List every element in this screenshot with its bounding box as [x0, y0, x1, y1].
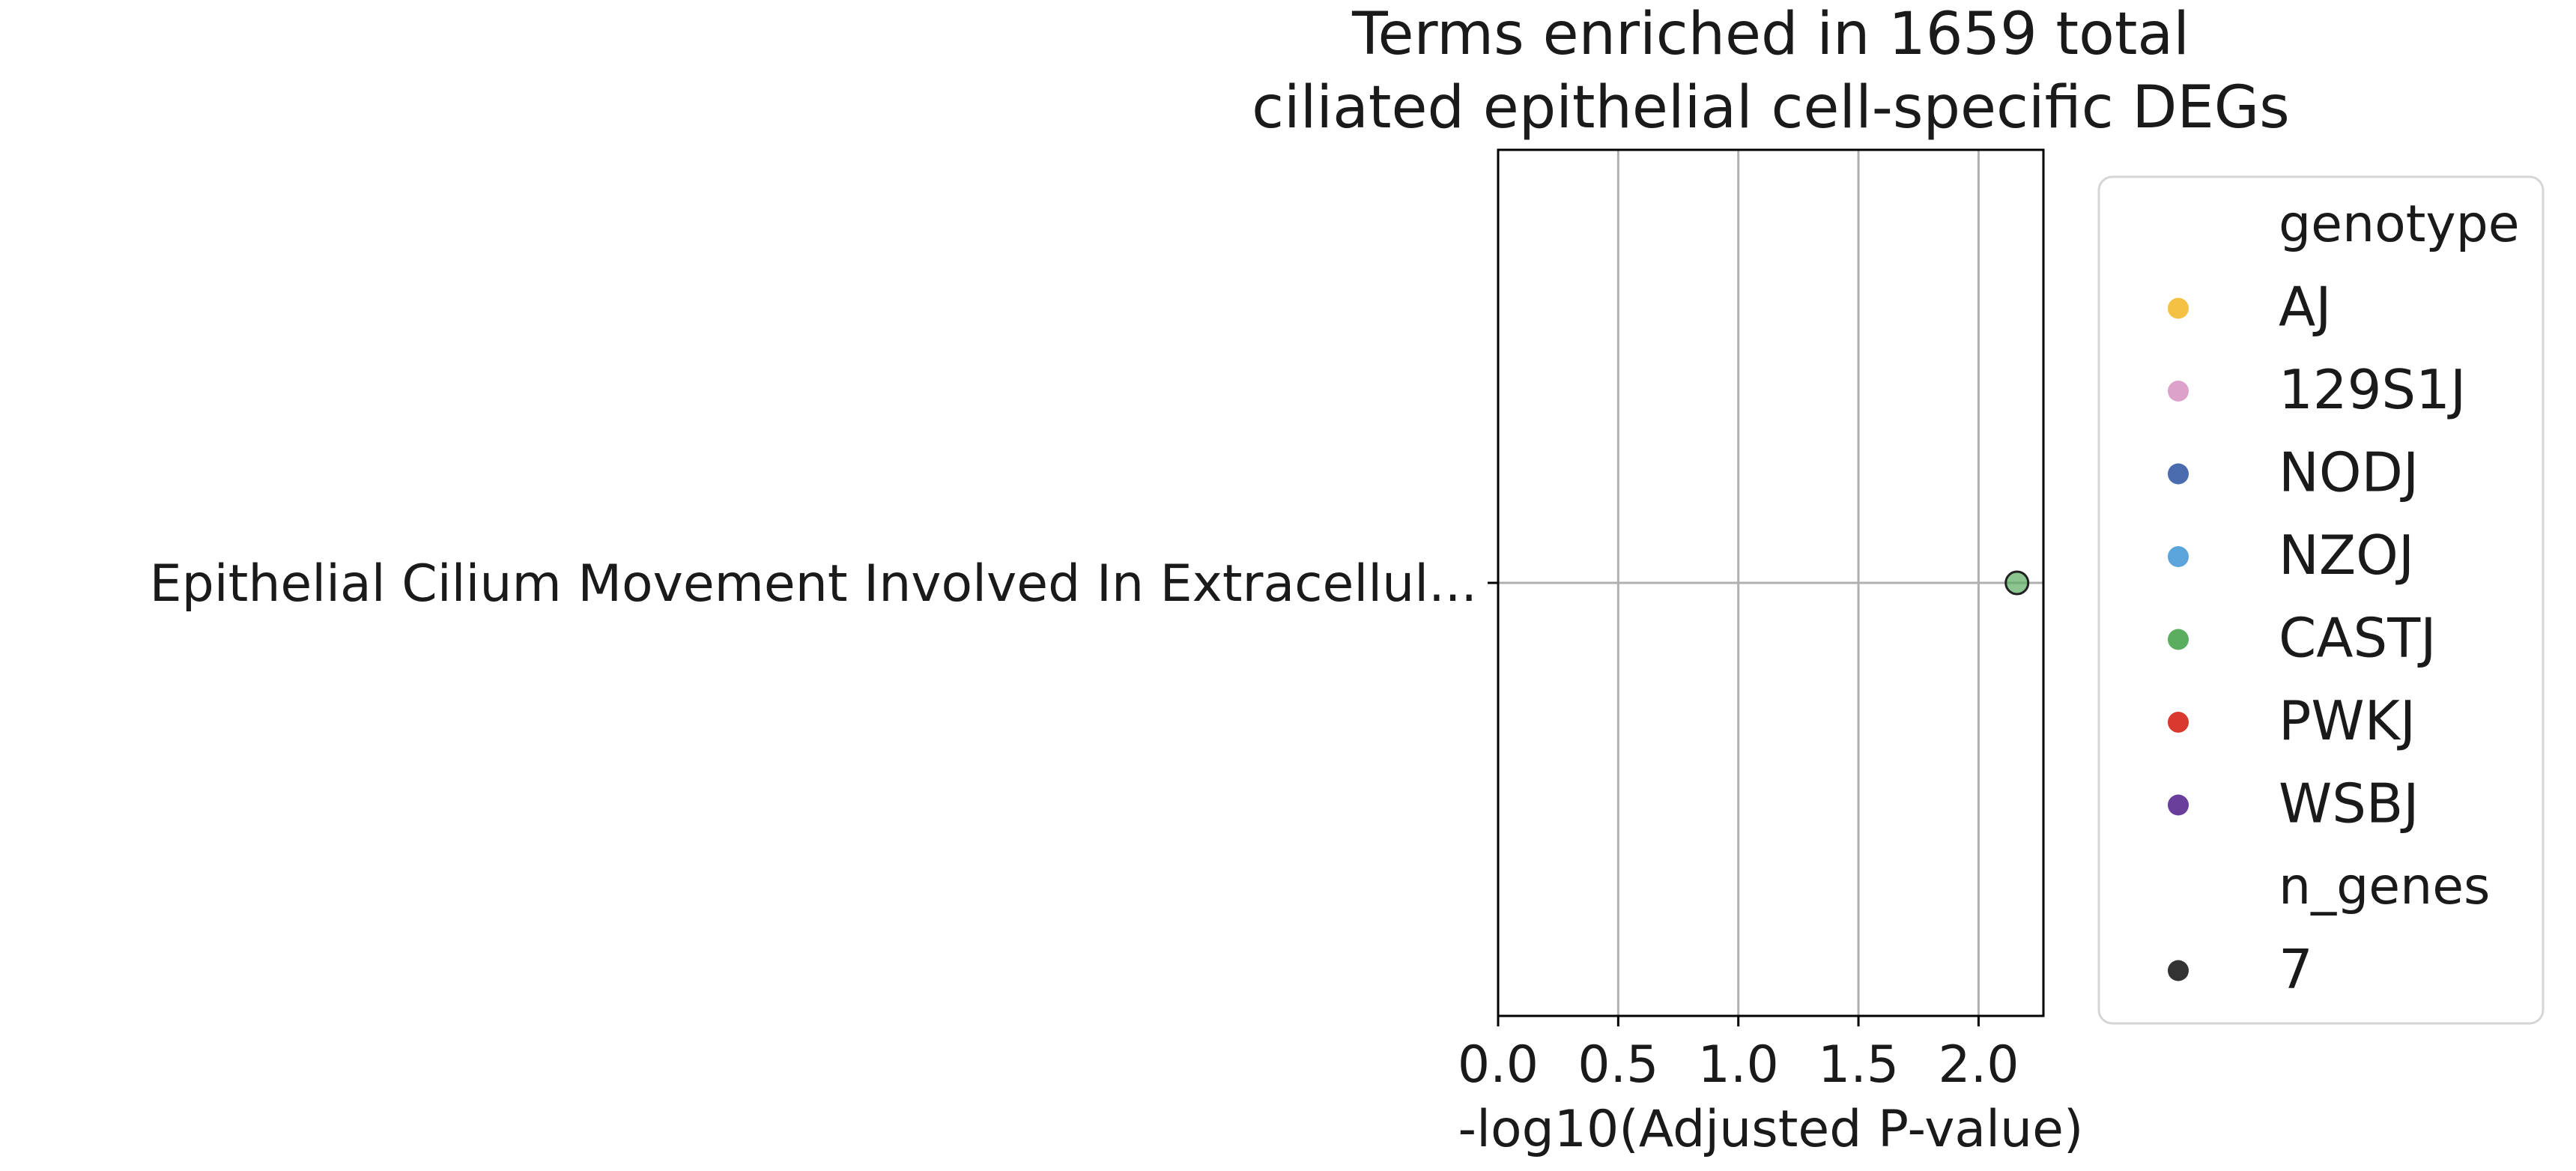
legend-marker [2168, 297, 2189, 319]
legend: genotype AJ 129S1J NODJ NZOJ CASTJ PWKJ WSBJ n_g… [2097, 175, 2545, 1025]
legend-label: NZOJ [2279, 524, 2414, 587]
x-tick-label: 0.5 [1578, 1035, 1658, 1095]
legend-label: 7 [2279, 938, 2313, 1001]
x-tick-label: 2.0 [1938, 1035, 2019, 1095]
legend-label: AJ [2279, 276, 2332, 339]
y-tick-label: Epithelial Cilium Movement Involved In E… [150, 554, 1477, 614]
legend-title: genotype [2279, 195, 2520, 254]
chart-title-line-2: ciliated epithelial cell-specific DEGs [1252, 74, 2290, 142]
chart-title-line-1: Terms enriched in 1659 total [1351, 1, 2189, 68]
legend-marker [2168, 960, 2189, 981]
legend-label: NODJ [2279, 441, 2419, 504]
data-point [2004, 570, 2030, 596]
legend-label: CASTJ [2279, 607, 2436, 670]
legend-label: PWKJ [2279, 689, 2416, 752]
x-axis-label: -log10(Adjusted P-value) [1458, 1100, 2084, 1159]
y-axis: Epithelial Cilium Movement Involved In E… [150, 554, 1498, 614]
x-tick-label: 1.0 [1698, 1035, 1779, 1095]
legend-marker [2168, 629, 2189, 650]
legend-marker [2168, 463, 2189, 485]
data-points [2004, 570, 2030, 596]
legend-box [2097, 175, 2545, 1025]
legend-title: n_genes [2279, 857, 2490, 916]
gridlines [1497, 150, 2043, 1016]
x-axis: 0.0 0.5 1.0 1.5 2.0 [1458, 1016, 2019, 1095]
legend-marker [2168, 794, 2189, 816]
legend-marker [2168, 381, 2189, 402]
legend-marker [2168, 546, 2189, 567]
legend-marker [2168, 712, 2189, 733]
legend-label: WSBJ [2279, 772, 2419, 835]
x-tick-label: 0.0 [1458, 1035, 1539, 1095]
x-tick-label: 1.5 [1818, 1035, 1899, 1095]
legend-label: 129S1J [2279, 358, 2466, 421]
